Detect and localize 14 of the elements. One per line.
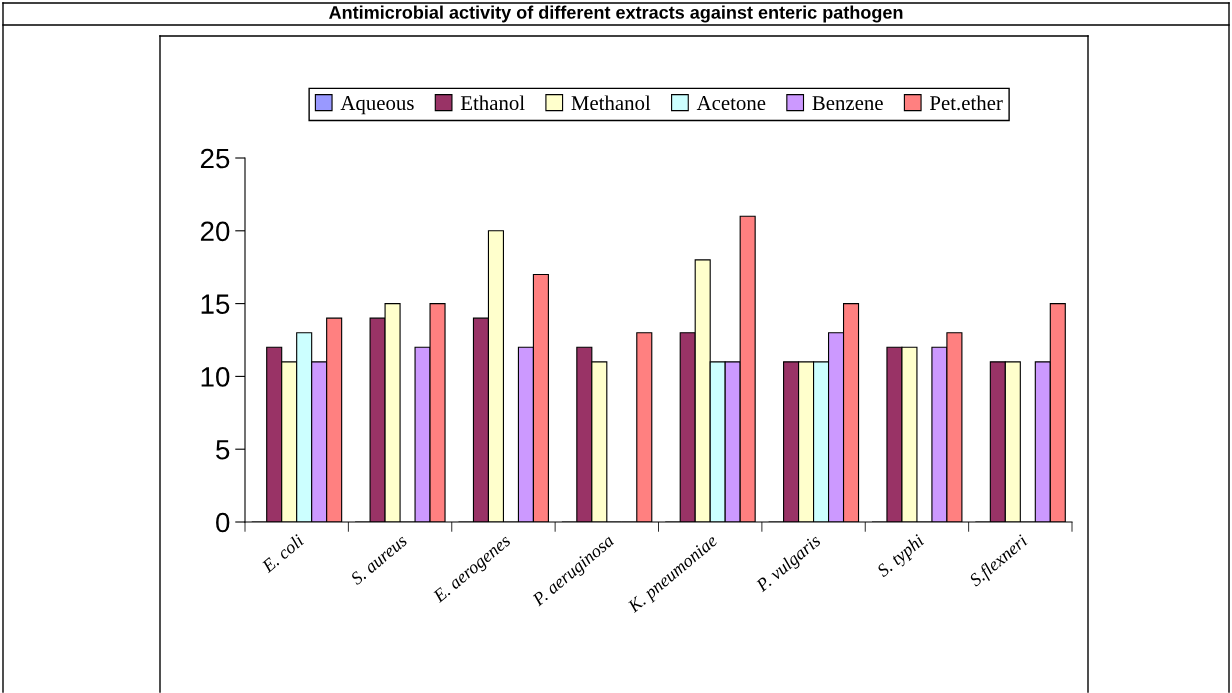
y-tick-label: 20 <box>200 221 230 242</box>
y-tick-label: 10 <box>201 367 230 387</box>
legend-label: Methanol <box>571 95 651 111</box>
legend-label: Acetone <box>696 96 766 111</box>
legend-label: Pet.ether <box>929 95 1003 111</box>
legend-label: Ethanol <box>460 95 525 111</box>
legend-label: Benzene <box>812 96 883 111</box>
x-tick-label: E. coli <box>260 533 305 574</box>
y-tick-label: 5 <box>216 440 230 460</box>
chart-title: Antimicrobial activity of different extracts against enteric pathogen <box>329 5 903 23</box>
legend-label: Aqueous <box>340 96 414 115</box>
y-tick-label: 25 <box>200 148 230 169</box>
y-tick-label: 0 <box>216 512 230 533</box>
y-tick-label: 15 <box>201 294 230 314</box>
